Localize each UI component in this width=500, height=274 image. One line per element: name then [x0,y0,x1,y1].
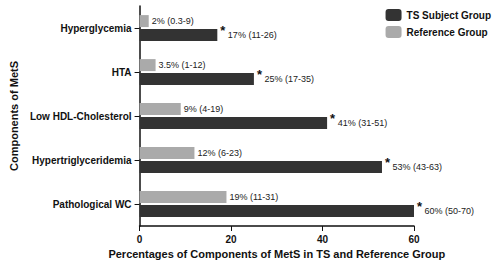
svg-text:3.5% (1-12): 3.5% (1-12) [159,60,206,70]
svg-text:53% (43-63): 53% (43-63) [390,162,442,172]
svg-text:40: 40 [317,234,329,245]
svg-text:20: 20 [225,234,237,245]
svg-text:Reference Group: Reference Group [407,27,488,38]
svg-text:HTA: HTA [112,67,132,78]
svg-text:19% (11-31): 19% (11-31) [229,192,278,202]
svg-text:Hyperglycemia: Hyperglycemia [60,23,132,34]
svg-text:Hypertriglyceridemia: Hypertriglyceridemia [32,155,132,166]
svg-text:Pathological WC: Pathological WC [53,199,132,210]
svg-text:25% (17-35): 25% (17-35) [262,74,314,84]
svg-text:Percentages of Components of M: Percentages of Components of MetS in TS … [108,248,445,260]
svg-text:12% (6-23): 12% (6-23) [197,148,242,158]
svg-text:60: 60 [408,234,420,245]
svg-text:17% (11-26): 17% (11-26) [225,30,276,40]
svg-text:TS Subject Group: TS Subject Group [407,10,491,21]
svg-text:Components of MetS: Components of MetS [8,61,20,171]
svg-text:0: 0 [137,234,143,245]
svg-text:60% (50-70): 60% (50-70) [422,206,474,216]
svg-text:41% (31-51): 41% (31-51) [335,118,387,128]
svg-text:Low HDL-Cholesterol: Low HDL-Cholesterol [30,111,132,122]
svg-text:9% (4-19): 9% (4-19) [184,104,224,114]
svg-text:2% (0.3-9): 2% (0.3-9) [152,16,194,26]
